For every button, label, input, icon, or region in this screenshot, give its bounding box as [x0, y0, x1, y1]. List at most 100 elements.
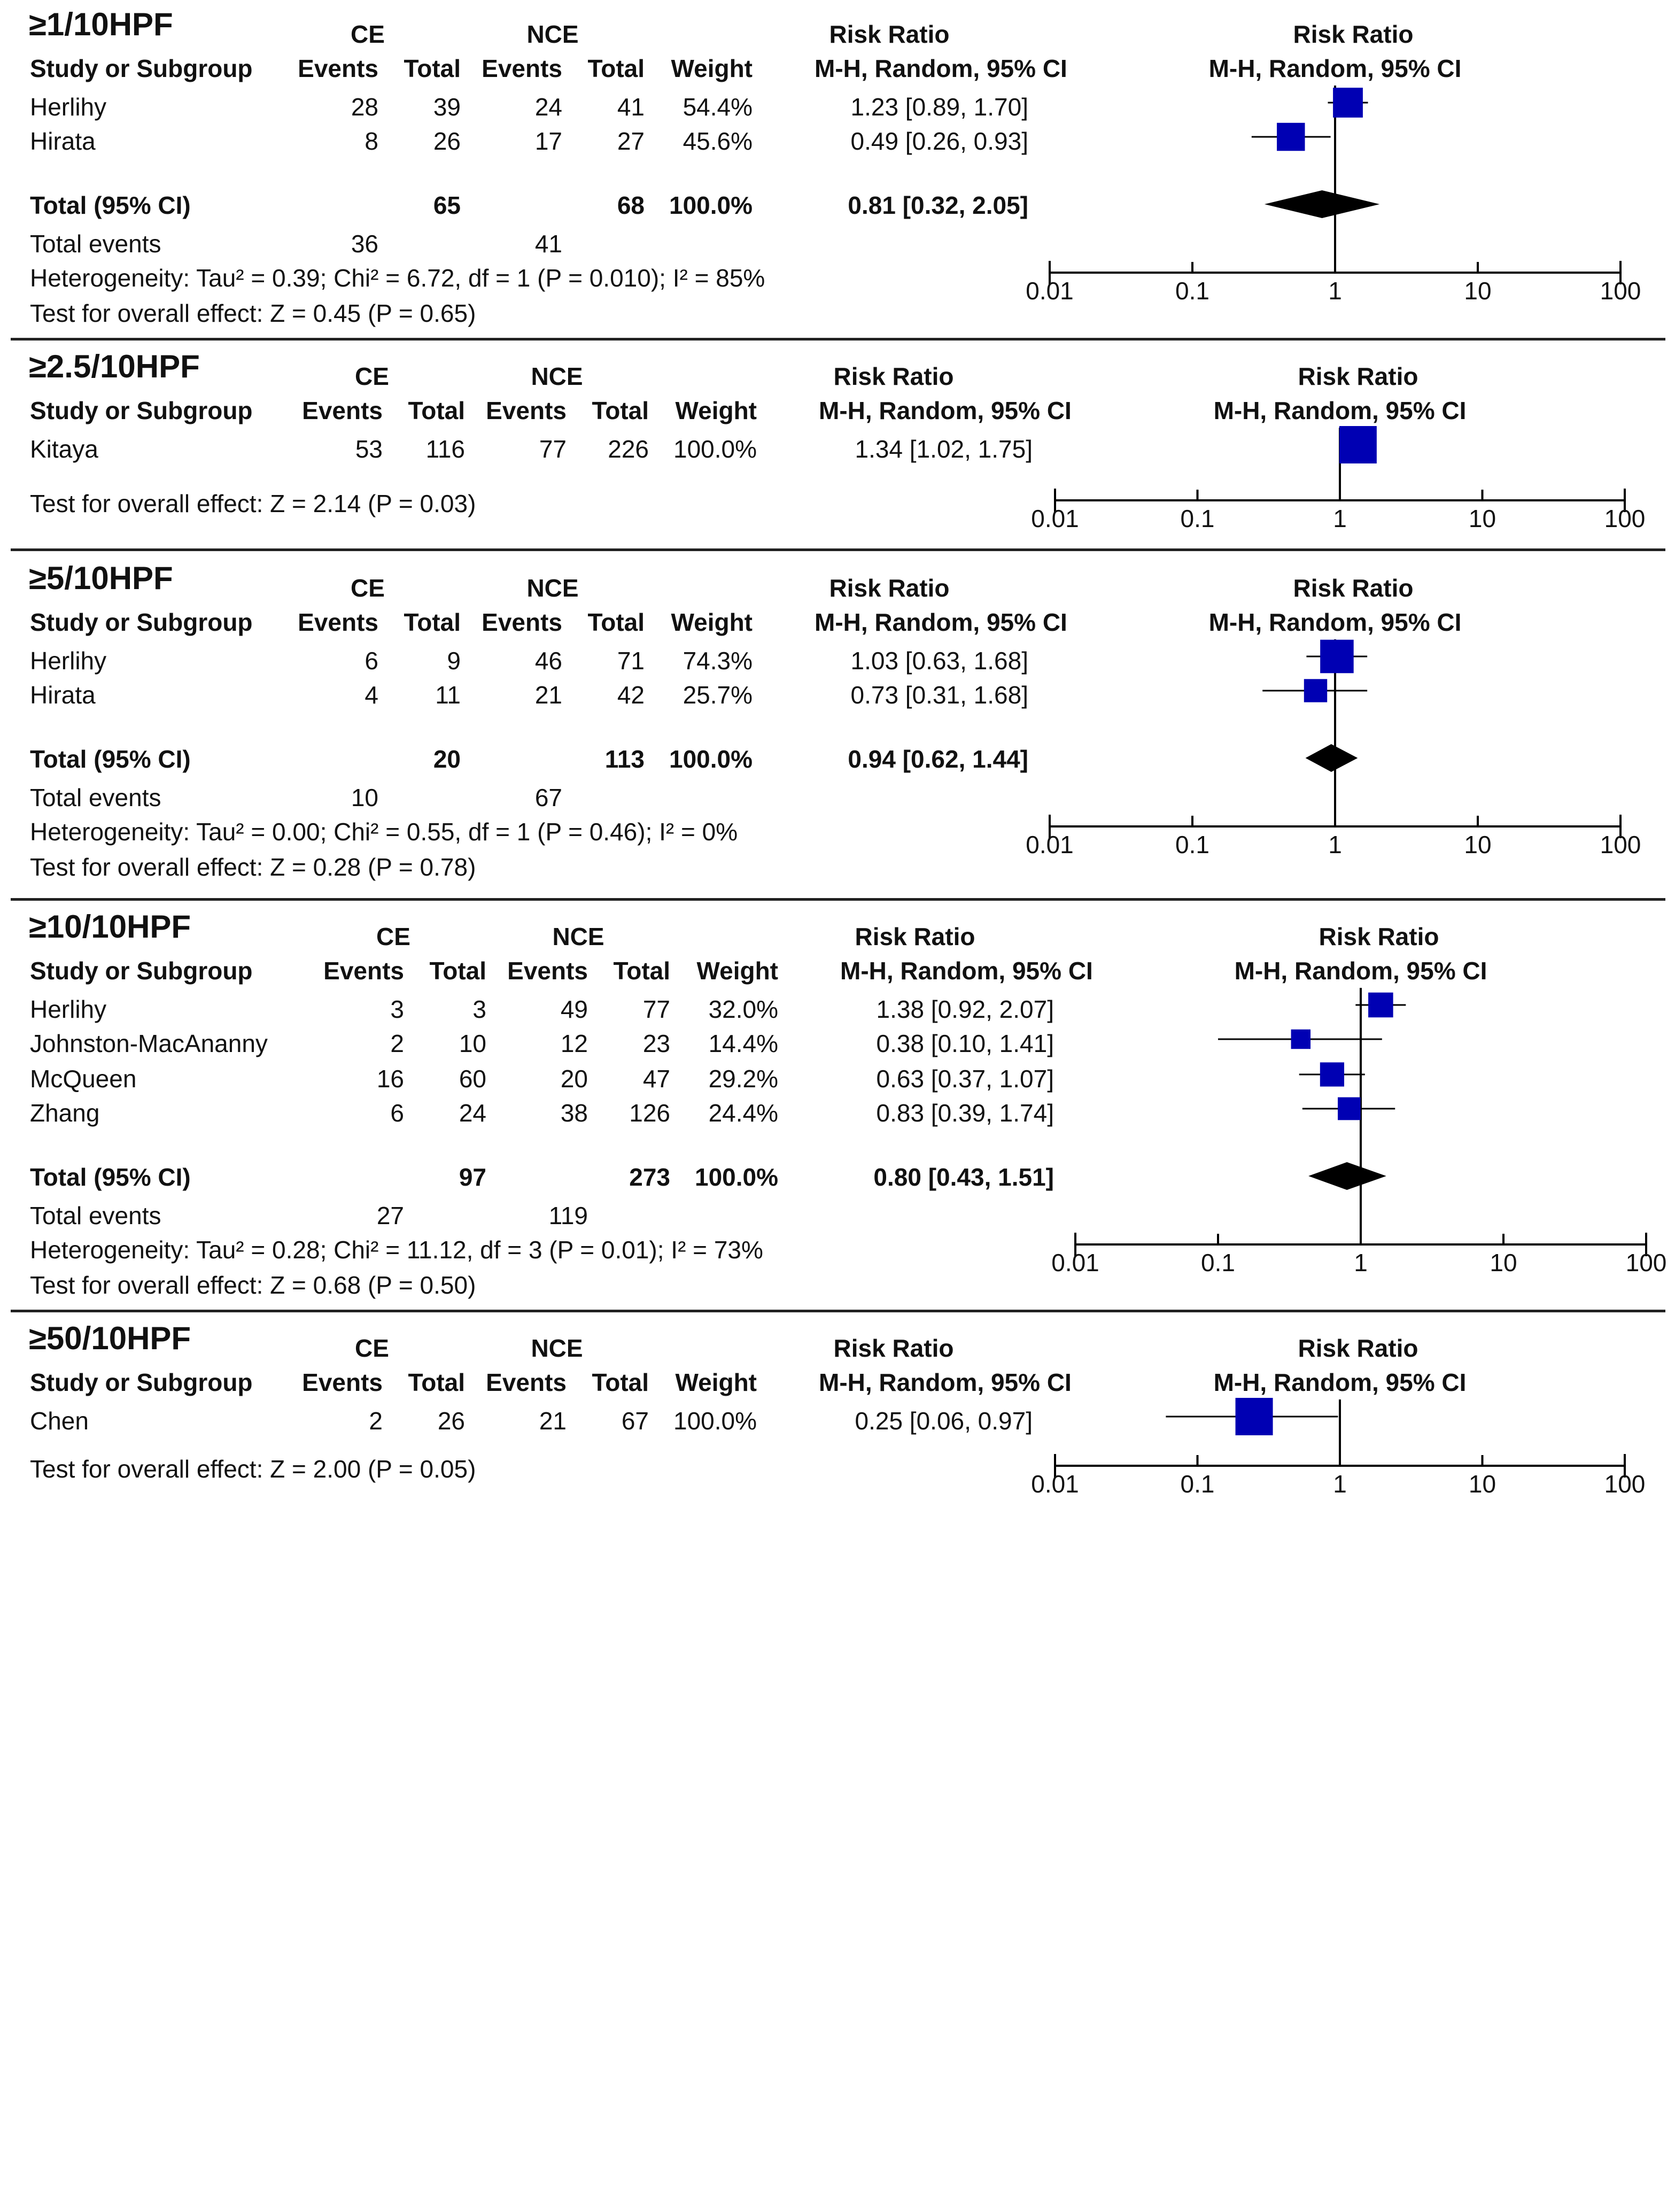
nce-events: 20 [560, 1065, 588, 1093]
header-risk-ratio-plot: Risk Ratio [1319, 923, 1439, 950]
header-risk-ratio-plot: Risk Ratio [1298, 1334, 1418, 1362]
study-name: Hirata [30, 127, 96, 155]
ce-total: 3 [472, 995, 486, 1023]
x-axis-tick-label: 10 [1469, 505, 1496, 532]
header-nce-events: Events [507, 957, 588, 985]
header-nce-events: Events [486, 397, 567, 424]
panel-title: ≥2.5/10HPF [29, 349, 200, 384]
effect-square [1235, 1398, 1273, 1435]
total-events-label: Total events [30, 230, 161, 258]
header-group-nce: NCE [552, 923, 604, 950]
header-group-nce: NCE [526, 20, 579, 48]
header-nce-events: Events [482, 55, 562, 82]
header-study: Study or Subgroup [30, 55, 253, 82]
x-axis-tick-label: 100 [1604, 505, 1646, 532]
x-axis-tick-label: 100 [1626, 1249, 1667, 1277]
total-events-label: Total events [30, 1202, 161, 1229]
forest-panel: ≥5/10HPF CE NCE Risk Ratio Risk Ratio Study o… [0, 554, 1675, 1452]
study-name: Herlihy [30, 647, 107, 675]
effect-square [1320, 1062, 1345, 1087]
study-name: McQueen [30, 1065, 137, 1093]
forest-plot: 0.01 0.1 1 10 100 [1031, 426, 1646, 532]
study-name: Chen [30, 1407, 89, 1435]
study-ci: 0.83 [0.39, 1.74] [876, 1099, 1054, 1127]
forest-panel: ≥2.5/10HPF CE NCE Risk Ratio Risk Ratio Study… [0, 342, 1675, 891]
total-label: Total (95% CI) [30, 191, 191, 219]
heterogeneity-text: Heterogeneity: Tau² = 0.39; Chi² = 6.72,… [30, 264, 765, 292]
study-weight: 29.2% [708, 1065, 778, 1093]
x-axis-tick-label: 100 [1604, 1470, 1646, 1498]
header-study: Study or Subgroup [30, 1368, 253, 1396]
nce-total: 23 [642, 1030, 670, 1057]
study-weight: 100.0% [673, 435, 757, 463]
nce-total: 67 [621, 1407, 649, 1435]
x-axis-tick-label: 0.1 [1181, 1470, 1215, 1498]
header-nce-total: Total [613, 957, 670, 985]
header-ce-total: Total [429, 957, 486, 985]
study-name: Johnston-MacAnanny [30, 1030, 268, 1057]
study-weight: 45.6% [683, 127, 753, 155]
total-events-ce: 36 [351, 230, 378, 258]
header-nce-total: Total [592, 397, 649, 424]
x-axis-tick-label: 1 [1333, 505, 1347, 532]
total-events-nce: 119 [548, 1202, 588, 1229]
total-events-label: Total events [30, 784, 161, 811]
overall-effect-text: Test for overall effect: Z = 0.28 (P = 0… [30, 853, 476, 881]
header-group-ce: CE [351, 574, 385, 602]
header-weight: Weight [675, 397, 757, 424]
pooled-diamond [1308, 1162, 1386, 1190]
header-risk-ratio-plot: Risk Ratio [1293, 20, 1414, 48]
header-risk-ratio: Risk Ratio [829, 574, 950, 602]
panel-title: ≥5/10HPF [29, 560, 173, 596]
total-ci: 0.80 [0.43, 1.51] [873, 1163, 1054, 1191]
forest-panel: ≥1/10HPF CE NCE Risk Ratio Risk Ratio Study o… [0, 0, 1675, 338]
header-ce-events: Events [298, 55, 378, 82]
panel-separator [11, 1310, 1665, 1312]
effect-square [1291, 1029, 1311, 1049]
header-method-plot: M-H, Random, 95% CI [1208, 55, 1462, 82]
header-method-plot: M-H, Random, 95% CI [1234, 957, 1487, 985]
header-ce-events: Events [302, 397, 383, 424]
effect-square [1368, 992, 1393, 1018]
effect-square [1277, 122, 1305, 151]
x-axis-tick-label: 0.1 [1175, 277, 1209, 305]
x-axis-tick-label: 10 [1464, 277, 1491, 305]
header-method: M-H, Random, 95% CI [815, 55, 1067, 82]
header-nce-total: Total [587, 608, 645, 636]
total-ce-total: 65 [433, 191, 461, 219]
x-axis-tick-label: 100 [1600, 277, 1641, 305]
ce-total: 39 [433, 93, 461, 121]
panel-title: ≥1/10HPF [29, 6, 173, 42]
total-weight: 100.0% [669, 191, 753, 219]
study-name: Herlihy [30, 995, 107, 1023]
panel-title: ≥10/10HPF [29, 909, 191, 945]
total-nce-total: 273 [629, 1163, 670, 1191]
overall-effect-text: Test for overall effect: Z = 0.45 (P = 0… [30, 299, 476, 327]
header-method-plot: M-H, Random, 95% CI [1208, 608, 1462, 636]
ce-events: 8 [365, 127, 378, 155]
nce-total: 126 [629, 1099, 670, 1127]
total-ci: 0.81 [0.32, 2.05] [848, 191, 1028, 219]
panel-separator [11, 338, 1665, 341]
forest-plot: 0.01 0.1 1 10 100 [1051, 988, 1667, 1277]
x-axis-tick-label: 1 [1328, 277, 1342, 305]
nce-events: 21 [539, 1407, 567, 1435]
ce-events: 16 [376, 1065, 404, 1093]
total-events-nce: 67 [534, 784, 562, 811]
study-weight: 32.0% [708, 995, 778, 1023]
effect-square [1320, 639, 1354, 674]
ce-total: 10 [459, 1030, 486, 1057]
header-nce-total: Total [592, 1368, 649, 1396]
header-group-ce: CE [355, 362, 389, 390]
header-risk-ratio: Risk Ratio [833, 1334, 954, 1362]
ce-events: 6 [390, 1099, 404, 1127]
study-weight: 74.3% [683, 647, 753, 675]
header-study: Study or Subgroup [30, 957, 253, 985]
nce-total: 47 [642, 1065, 670, 1093]
total-events-ce: 10 [351, 784, 378, 811]
x-axis-tick-label: 10 [1464, 831, 1491, 858]
x-axis-tick-label: 0.1 [1201, 1249, 1235, 1277]
study-ci: 1.03 [0.63, 1.68] [850, 647, 1029, 675]
pooled-diamond [1264, 190, 1380, 218]
ce-events: 4 [365, 681, 378, 709]
